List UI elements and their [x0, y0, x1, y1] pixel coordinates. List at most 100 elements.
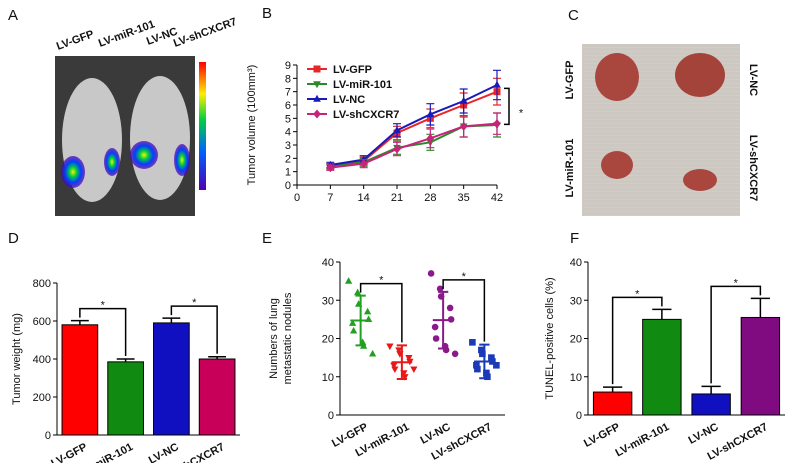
- point: [473, 361, 480, 369]
- y-tick-label: 30: [570, 295, 582, 307]
- x-tick-label: 35: [458, 192, 470, 204]
- significance: *: [734, 277, 739, 289]
- sample-label: LV-NC: [747, 64, 759, 96]
- y-tick-label: 5: [285, 113, 291, 125]
- y-tick-label: 800: [33, 278, 51, 290]
- point: [484, 373, 491, 381]
- y-tick-label: 400: [33, 354, 51, 366]
- sample-label: LV-GFP: [564, 61, 576, 100]
- tumor: [595, 53, 639, 101]
- point: [395, 347, 403, 354]
- x-tick-label: 42: [491, 192, 503, 204]
- x-tick-label: 7: [327, 192, 333, 204]
- signal: [174, 144, 190, 176]
- y-tick-label: 7: [285, 87, 291, 99]
- legend-marker: [313, 94, 321, 102]
- y-tick-label: 20: [570, 334, 582, 346]
- point: [451, 350, 459, 358]
- point: [459, 121, 468, 131]
- point: [426, 133, 435, 143]
- x-tick-label: 0: [294, 192, 300, 204]
- point: [493, 80, 501, 88]
- x-tick-label: LV-miR-101: [613, 421, 671, 459]
- error-bar: [701, 385, 721, 394]
- sample-label: LV-shCXCR7: [172, 16, 239, 50]
- mouse: [130, 76, 190, 200]
- bar: [642, 318, 682, 416]
- panel-letter: A: [8, 7, 18, 24]
- point: [478, 346, 485, 354]
- point: [348, 319, 357, 326]
- y-axis-label: Numbers of lung: [268, 298, 280, 379]
- point: [391, 366, 399, 374]
- error-bar: [603, 386, 623, 393]
- y-tick-label: 40: [322, 257, 334, 269]
- bar: [592, 391, 633, 416]
- bar: [198, 358, 236, 436]
- bracket: [710, 285, 762, 384]
- line: [330, 84, 498, 166]
- y-tick-label: 30: [322, 295, 334, 307]
- x-tick-label: LV-GFP: [582, 421, 622, 450]
- point: [427, 270, 435, 277]
- y-tick-label: 0: [285, 180, 291, 192]
- y-tick-label: 10: [322, 372, 334, 384]
- y-axis-label: Tumor weight (mg): [11, 313, 23, 405]
- legend-label: LV-GFP: [333, 64, 372, 76]
- x-tick-label: 21: [391, 192, 403, 204]
- y-tick-label: 9: [285, 60, 291, 72]
- x-tick-label: LV-NC: [686, 421, 720, 447]
- y-tick-label: 0: [576, 410, 582, 422]
- panel-letter: D: [8, 230, 19, 247]
- error-bar: [162, 317, 181, 323]
- bar: [153, 322, 190, 436]
- sd-bar: [355, 294, 366, 347]
- point: [431, 323, 439, 331]
- x-tick-label: LV-NC: [147, 441, 181, 463]
- y-tick-label: 1: [285, 167, 291, 179]
- legend-label: LV-shCXCR7: [333, 109, 399, 121]
- point: [483, 369, 490, 377]
- point: [401, 374, 409, 381]
- legend-marker: [313, 109, 321, 119]
- bracket: [611, 296, 663, 385]
- sd-bar: [396, 344, 408, 381]
- y-tick-label: 8: [285, 73, 291, 85]
- bar: [740, 316, 781, 416]
- significance: *: [192, 297, 197, 309]
- significance: *: [379, 275, 384, 287]
- error-bar: [652, 308, 672, 320]
- bar: [107, 361, 144, 436]
- error-bar: [750, 297, 770, 318]
- legend-label: LV-NC: [333, 94, 365, 106]
- panel-letter: C: [568, 7, 579, 24]
- y-tick-label: 600: [33, 316, 51, 328]
- point: [469, 339, 476, 346]
- color-bar: [199, 62, 206, 190]
- tumor: [683, 169, 717, 191]
- point: [493, 119, 501, 129]
- y-tick-label: 40: [570, 257, 582, 269]
- y-tick-label: 0: [45, 430, 51, 442]
- bracket: [170, 305, 218, 354]
- point: [405, 354, 413, 362]
- point: [474, 365, 481, 373]
- point: [446, 304, 454, 312]
- point: [359, 159, 368, 169]
- y-axis-label: metastatic nodules: [282, 292, 294, 384]
- line: [330, 90, 498, 168]
- bracket: [442, 279, 486, 342]
- panel-a: A LV-GFP LV-miR-101 LV-NC LV-shCXCR7: [8, 7, 238, 216]
- line: [330, 122, 498, 169]
- sd-bar: [479, 343, 490, 380]
- bracket: [504, 87, 510, 126]
- point: [368, 349, 377, 357]
- legend-marker: [313, 81, 321, 89]
- point: [353, 288, 362, 296]
- bracket: [79, 307, 127, 356]
- legend-label: LV-miR-101: [333, 79, 392, 91]
- sample-label: LV-miR-101: [564, 138, 576, 197]
- point: [459, 96, 468, 104]
- error-bar: [70, 319, 89, 325]
